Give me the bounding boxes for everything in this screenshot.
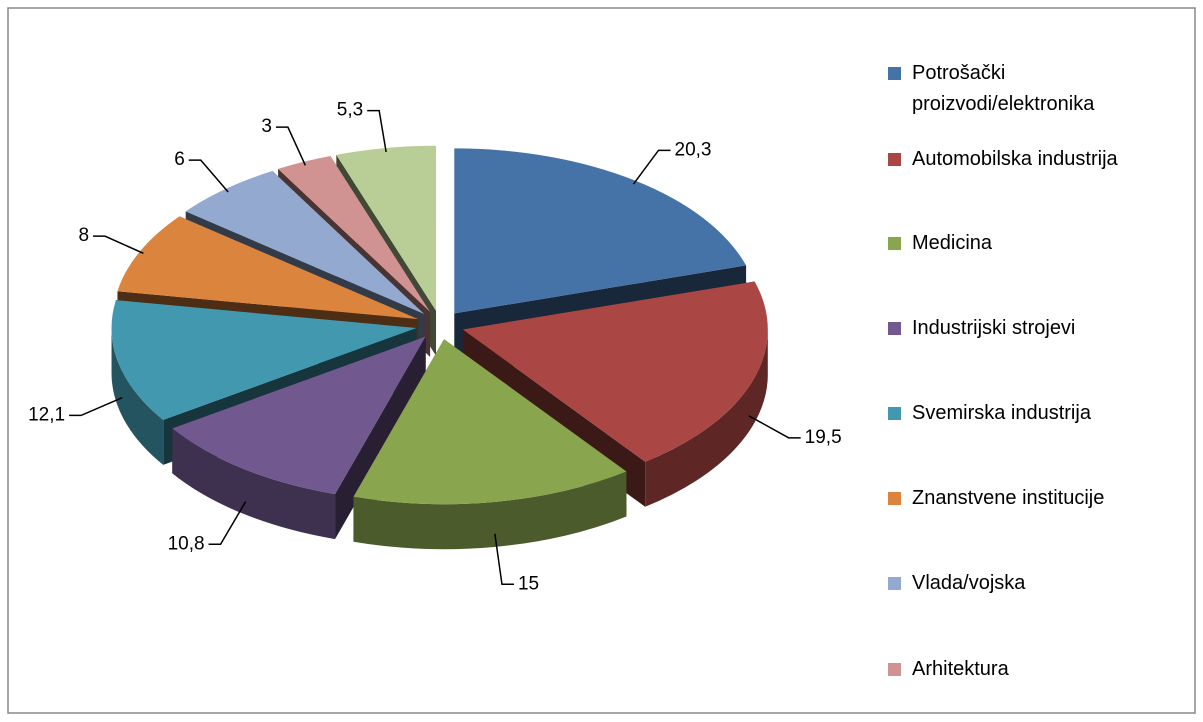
data-label: 8 [78,225,89,246]
legend-item: Arhitektura [888,654,1178,685]
legend-item: Automobilska industrija [888,144,1178,175]
slice [353,339,627,505]
data-label: 20,3 [675,139,712,160]
legend-label: Potrošački proizvodi/elektronika [912,62,1095,115]
leader-line [494,533,514,586]
legend-swatch [888,577,901,590]
legend-swatch [888,492,901,505]
data-label: 15 [518,573,539,594]
legend-label: Medicina [912,232,993,254]
data-label: 5,3 [337,100,363,121]
leader-line [93,235,144,255]
legend-swatch [888,322,901,335]
legend-swatch [888,407,901,420]
slice-side [353,471,627,550]
slice [172,336,426,495]
leader-line [632,149,671,185]
legend-label: Svemirska industrija [912,402,1091,424]
data-label: 3 [261,116,272,137]
leader-line [69,396,123,417]
slice-side [111,328,164,465]
legend-swatch [888,237,901,250]
legend-label: Industrijski strojevi [912,317,1076,339]
leader-line [208,501,247,546]
data-label: 12,1 [28,404,65,425]
slice [462,281,768,462]
data-label: 19,5 [805,427,842,448]
slice [117,216,419,320]
slice [111,300,417,420]
slice [278,155,431,312]
legend-label: Automobilska industrija [912,148,1118,170]
data-label: 10,8 [168,533,205,554]
legend-label: Arhitektura [912,658,1009,680]
legend-item: Industrijski strojevi [888,313,1178,344]
legend-item: Potrošački proizvodi/elektronika [888,58,1178,120]
legend-item: Svemirska industrija [888,398,1178,429]
slice-side [172,428,336,540]
slice [185,171,425,315]
slice [336,145,437,311]
legend-item: Znanstvene institucije [888,483,1178,514]
legend-item: Medicina [888,228,1178,259]
leader-line [748,415,801,439]
leader-line [188,159,229,193]
legend-item: Vlada/vojska [888,568,1178,599]
legend-swatch [888,67,901,80]
slice-side [645,329,768,507]
slice [454,148,747,314]
leader-line [275,126,307,166]
legend-swatch [888,153,901,166]
legend-label: Znanstvene institucije [912,487,1105,509]
legend-label: Vlada/vojska [912,572,1026,594]
data-label: 6 [174,149,185,170]
legend-swatch [888,663,901,676]
leader-line [367,109,387,153]
